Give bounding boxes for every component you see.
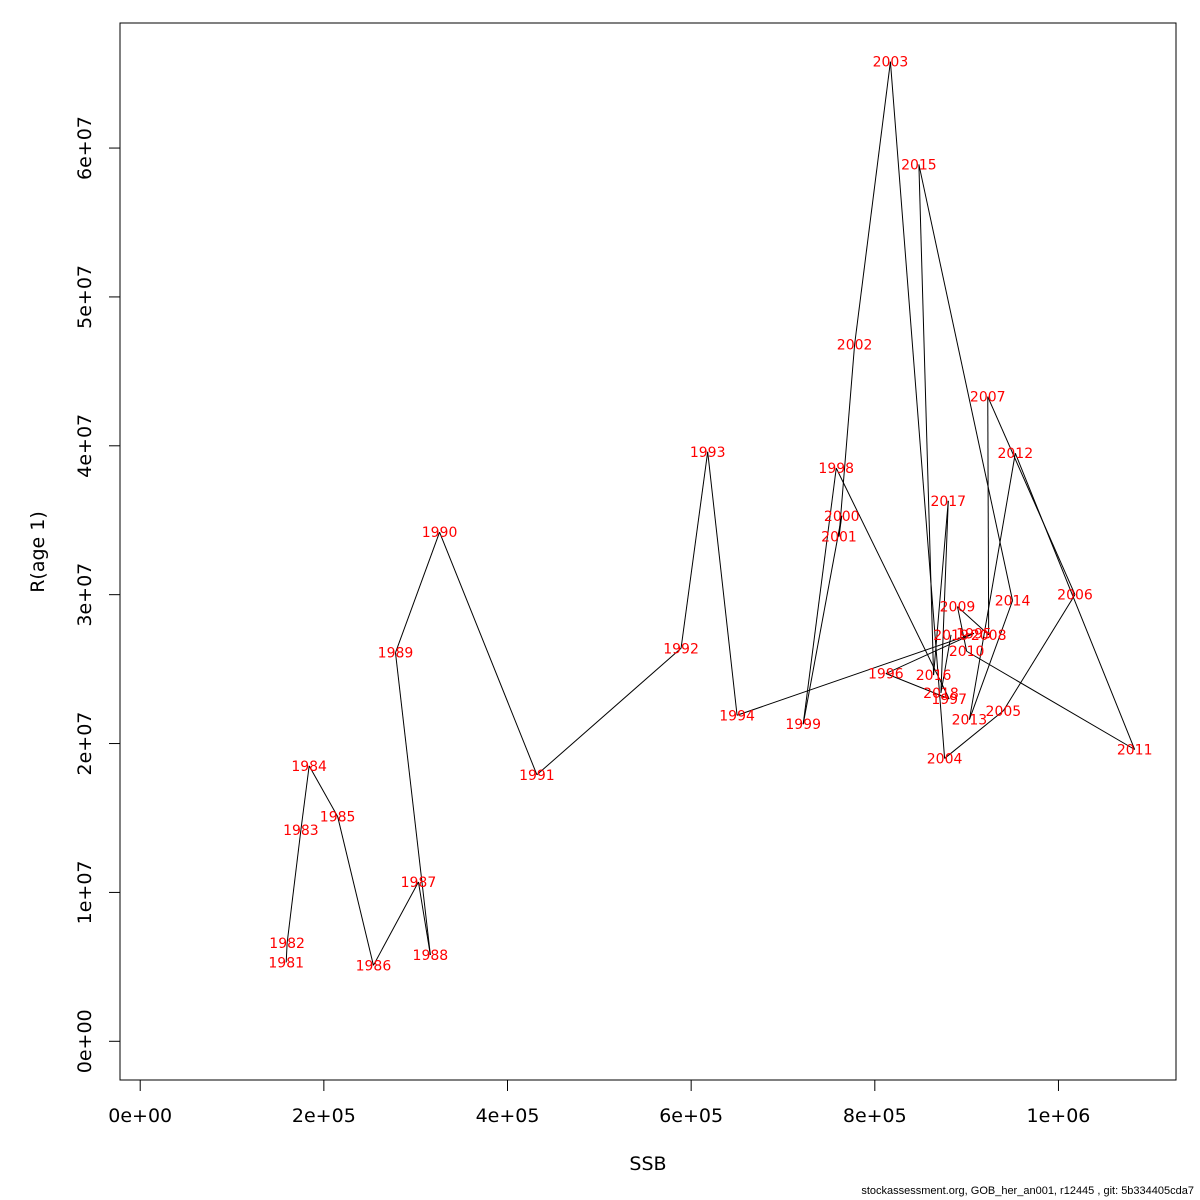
line-segment	[987, 396, 1076, 595]
line-segment	[1014, 453, 1136, 750]
line-segment	[966, 650, 1135, 750]
point-label-1986: 1986	[356, 958, 392, 974]
point-label-1998: 1998	[818, 461, 854, 477]
line-segment	[417, 881, 431, 956]
point-label-1982: 1982	[269, 936, 305, 952]
point-label-2018: 2018	[923, 686, 959, 702]
line-segment	[300, 765, 310, 830]
point-label-1981: 1981	[268, 955, 304, 971]
y-tick-label: 2e+07	[74, 712, 96, 776]
point-label-2000: 2000	[824, 509, 860, 525]
x-tick-label: 4e+05	[476, 1105, 540, 1127]
point-label-1995: 1995	[956, 626, 992, 642]
line-segment	[802, 515, 843, 725]
point-label-2010: 2010	[949, 644, 985, 660]
line-segment	[394, 652, 431, 956]
line-segment	[956, 606, 968, 652]
line-segment	[957, 606, 990, 636]
point-label-1991: 1991	[519, 768, 555, 784]
y-tick-label: 0e+00	[74, 1009, 96, 1073]
x-tick-label: 8e+05	[843, 1105, 907, 1127]
point-label-2007: 2007	[970, 390, 1006, 406]
line-segment	[885, 632, 975, 675]
y-tick-label: 3e+07	[74, 563, 96, 627]
point-label-1993: 1993	[690, 445, 726, 461]
line-segment	[944, 710, 1004, 759]
point-label-1997: 1997	[931, 692, 967, 708]
plot-frame	[119, 22, 1177, 1081]
line-segment	[968, 453, 1016, 720]
point-label-2006: 2006	[1057, 588, 1093, 604]
point-label-2016: 2016	[916, 668, 952, 684]
y-tick-label: 4e+07	[74, 414, 96, 478]
point-label-2011: 2011	[1117, 743, 1153, 759]
x-tick-label: 1e+06	[1027, 1105, 1091, 1127]
point-label-1996: 1996	[868, 667, 904, 683]
line-segment	[854, 61, 891, 345]
line-segment	[680, 451, 709, 649]
point-label-1994: 1994	[719, 708, 755, 724]
point-label-2008: 2008	[971, 628, 1007, 644]
point-label-2009: 2009	[940, 600, 976, 616]
point-label-2002: 2002	[837, 338, 873, 354]
line-segment	[885, 673, 950, 700]
point-label-1989: 1989	[378, 646, 414, 662]
line-segment	[918, 164, 935, 676]
line-segment	[736, 632, 975, 716]
y-tick-label: 5e+07	[74, 265, 96, 329]
line-segment	[337, 816, 374, 966]
point-label-1999: 1999	[785, 717, 821, 733]
point-label-1992: 1992	[663, 641, 699, 657]
line-segment	[286, 829, 302, 944]
line-segment	[940, 634, 952, 694]
line-segment	[395, 531, 441, 653]
line-segment	[707, 451, 738, 716]
line-segment	[987, 396, 990, 635]
point-label-2005: 2005	[986, 704, 1022, 720]
point-label-2003: 2003	[873, 55, 909, 71]
point-label-1987: 1987	[401, 875, 437, 891]
point-label-1984: 1984	[291, 759, 327, 775]
point-label-2012: 2012	[997, 446, 1033, 462]
x-axis-title: SSB	[629, 1153, 666, 1175]
line-segment	[940, 500, 949, 693]
line-segment	[536, 647, 682, 776]
point-label-2015: 2015	[901, 157, 937, 173]
line-segment	[439, 531, 538, 775]
footer-credit: stockassessment.org, GOB_her_an001, r124…	[861, 1185, 1194, 1197]
x-tick-label: 6e+05	[659, 1105, 723, 1127]
line-segment	[285, 943, 288, 963]
line-segment	[838, 344, 856, 537]
line-segment	[802, 468, 837, 725]
line-segment	[933, 500, 949, 676]
line-segment	[968, 600, 1014, 720]
line-segment	[889, 61, 946, 759]
point-label-2013: 2013	[952, 713, 988, 729]
y-tick-label: 6e+07	[74, 116, 96, 180]
line-segment	[1002, 594, 1076, 712]
point-label-2014: 2014	[995, 594, 1031, 610]
point-label-1990: 1990	[422, 525, 458, 541]
y-axis: 0e+00 1e+07 2e+07 3e+07 4e+07 5e+07 6e+07	[74, 116, 121, 1073]
point-label-2017: 2017	[930, 494, 966, 510]
x-tick-label: 2e+05	[292, 1105, 356, 1127]
x-tick-label: 0e+00	[108, 1105, 172, 1127]
line-segment	[372, 881, 419, 966]
line-segment	[918, 164, 1014, 601]
point-label-1988: 1988	[413, 948, 449, 964]
line-segment	[835, 467, 950, 700]
point-label-1983: 1983	[283, 823, 319, 839]
point-label-2001: 2001	[821, 530, 857, 546]
series-line	[285, 61, 1136, 966]
point-label-1985: 1985	[320, 809, 356, 825]
x-axis: 0e+00 2e+05 4e+05 6e+05 8e+05 1e+06	[108, 1079, 1091, 1127]
line-segment	[308, 765, 339, 817]
point-labels: 1981 1982 1983 1984 1985 1986 1987 1988 1989 1990…	[268, 55, 1152, 975]
y-axis-title: R(age 1)	[27, 511, 49, 593]
y-tick-label: 1e+07	[74, 860, 96, 924]
point-label-2019: 2019	[933, 628, 969, 644]
point-label-2004: 2004	[927, 751, 963, 767]
